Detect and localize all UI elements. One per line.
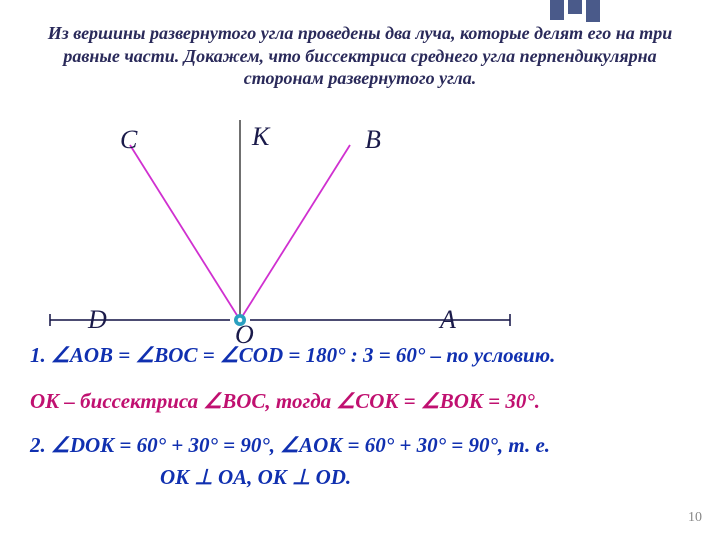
label-A: A	[440, 305, 456, 335]
decor-bars	[550, 0, 600, 22]
ray-OC	[130, 145, 240, 320]
page-number: 10	[688, 510, 702, 526]
proof-line-2: OK – биссектриса ∠BOC, тогда ∠COK = ∠BOK…	[30, 388, 690, 415]
diagram-svg	[30, 120, 550, 330]
label-K: K	[252, 122, 269, 152]
proof-line-1: 1. ∠AOB = ∠BOC = ∠COD = 180° : 3 = 60° –…	[30, 342, 690, 369]
ray-OB	[240, 145, 350, 320]
proof-line-3: 2. ∠DOK = 60° + 30° = 90°, ∠AOK = 60° + …	[30, 432, 690, 459]
label-B: B	[365, 125, 381, 155]
proof-line-3b: OK ⊥ OA, OK ⊥ OD.	[30, 464, 690, 491]
label-C: C	[120, 125, 137, 155]
problem-statement: Из вершины развернутого угла проведены д…	[40, 22, 680, 90]
label-D: D	[88, 305, 107, 335]
angle-diagram: C K B D O A	[30, 120, 550, 330]
